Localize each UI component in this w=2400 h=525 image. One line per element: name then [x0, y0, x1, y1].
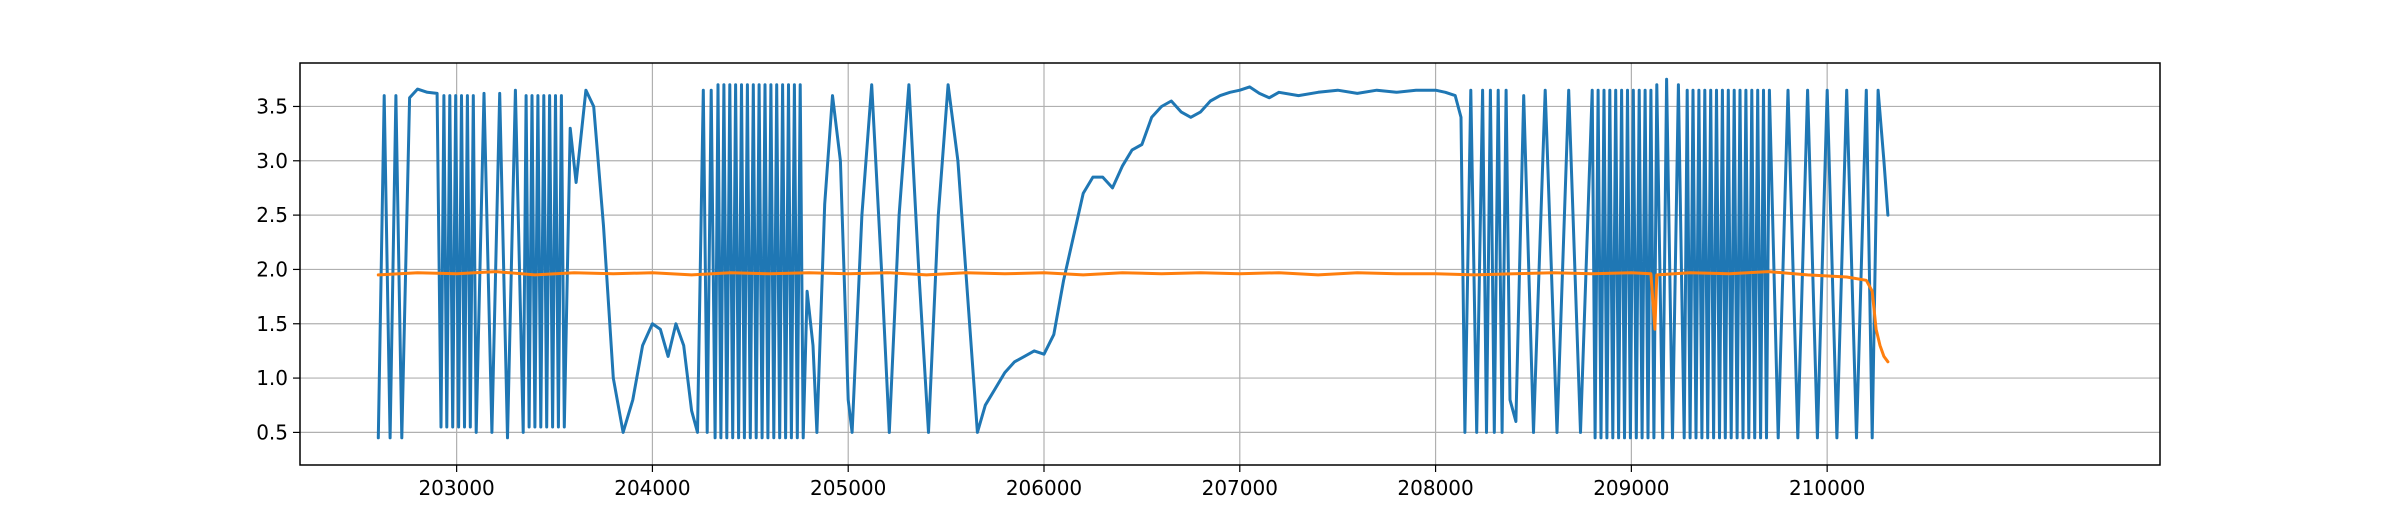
x-tick-label: 209000 — [1593, 476, 1669, 500]
series-line-orange — [376, 270, 1890, 364]
plot-area — [300, 63, 2160, 465]
series-group — [376, 77, 1890, 440]
x-axis: 203000 204000 205000 206000 207000 208000 2090… — [418, 465, 1865, 500]
y-tick-label: 3.5 — [256, 94, 288, 118]
y-tick-label: 2.0 — [256, 257, 288, 281]
plot-frame — [299, 62, 2161, 466]
y-tick-label: 1.0 — [256, 366, 288, 390]
series-line-blue — [376, 77, 1890, 440]
y-axis: 0.5 1.0 1.5 2.0 2.5 3.0 3.5 — [256, 94, 300, 444]
y-tick-label: 2.5 — [256, 203, 288, 227]
x-tick-label: 208000 — [1397, 476, 1473, 500]
x-tick-label: 207000 — [1202, 476, 1278, 500]
x-tick-label: 205000 — [810, 476, 886, 500]
x-tick-label: 204000 — [614, 476, 690, 500]
y-tick-label: 3.0 — [256, 149, 288, 173]
x-tick-label: 203000 — [418, 476, 494, 500]
x-tick-label: 210000 — [1789, 476, 1865, 500]
y-tick-label: 1.5 — [256, 312, 288, 336]
x-tick-label: 206000 — [1006, 476, 1082, 500]
y-tick-label: 0.5 — [256, 420, 288, 444]
